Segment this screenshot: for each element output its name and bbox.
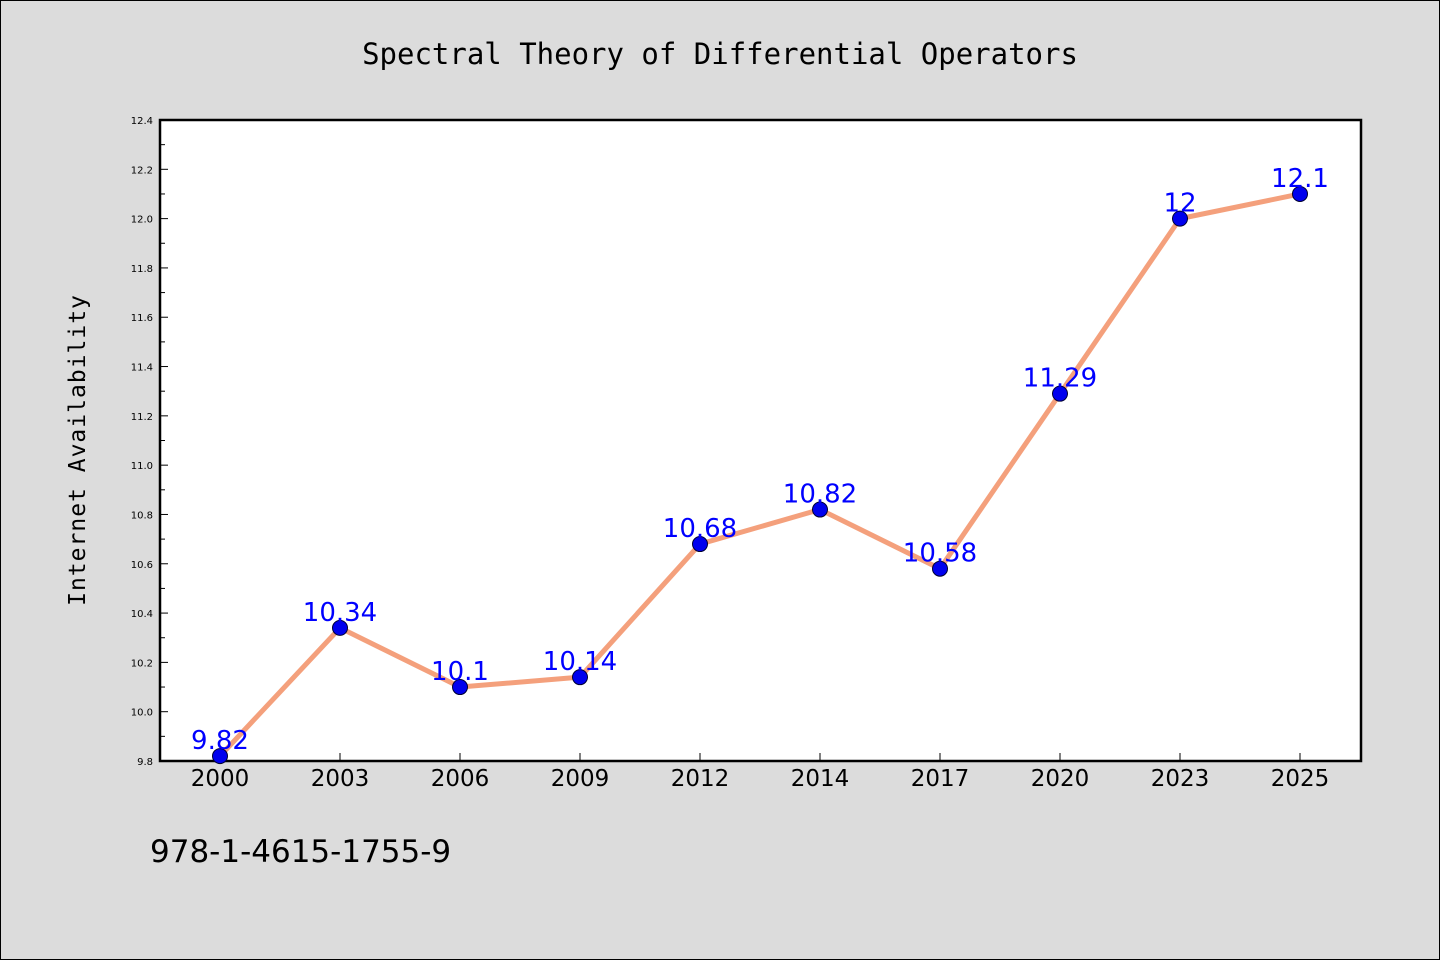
y-tick-label: 12.2 <box>131 165 153 176</box>
data-series: 9.82 10.34 10.1 10.14 10.68 10.82 10.58 11.29 12… <box>191 164 1329 765</box>
x-tick-label: 2025 <box>1271 766 1330 792</box>
data-point <box>1172 210 1188 227</box>
x-tick-label: 2017 <box>911 766 970 792</box>
x-tick-label: 2023 <box>1151 766 1210 792</box>
data-label: 12.1 <box>1271 164 1329 194</box>
x-tick-label: 2012 <box>671 766 730 792</box>
x-tick-label: 2003 <box>311 766 370 792</box>
x-tick-label: 2020 <box>1031 766 1090 792</box>
data-label: 10.58 <box>903 539 977 569</box>
y-tick-label: 10.0 <box>131 708 153 719</box>
y-axis: 9.8 10.0 10.2 10.4 10.6 10.8 11.0 11.2 11.4 11.6 1… <box>131 116 168 768</box>
data-point <box>812 501 828 518</box>
y-tick-label: 10.6 <box>131 560 153 571</box>
y-tick-label: 9.8 <box>137 757 153 768</box>
data-label: 12 <box>1163 189 1196 219</box>
data-point <box>212 748 228 765</box>
y-tick-label: 11.2 <box>131 412 153 423</box>
y-tick-label: 11.4 <box>131 363 153 374</box>
data-label: 9.82 <box>191 726 249 756</box>
y-tick-label: 12.4 <box>131 116 153 127</box>
data-point <box>932 560 948 577</box>
y-tick-label: 11.0 <box>131 461 153 472</box>
y-tick-label: 11.6 <box>131 313 153 324</box>
data-point <box>572 669 588 686</box>
data-point <box>1292 185 1308 202</box>
data-label: 10.68 <box>663 514 737 544</box>
data-label: 11.29 <box>1023 364 1097 394</box>
y-tick-label: 10.2 <box>131 658 153 669</box>
data-label: 10.14 <box>543 647 617 677</box>
x-tick-label: 2014 <box>791 766 850 792</box>
y-tick-label: 10.4 <box>131 609 153 620</box>
x-tick-label: 2000 <box>191 766 250 792</box>
series-line <box>217 191 1303 759</box>
data-label: 10.34 <box>303 598 377 628</box>
x-tick-label: 2009 <box>551 766 610 792</box>
plot-area <box>158 118 1363 763</box>
data-label: 10.1 <box>431 657 489 687</box>
y-axis-label: Internet Availability <box>65 294 91 606</box>
data-label: 10.82 <box>783 480 857 510</box>
y-tick-label: 11.8 <box>131 264 153 275</box>
x-axis: 2000 2003 2006 2009 2012 2014 2017 2020 2023 2025 <box>191 753 1330 792</box>
y-tick-label: 12.0 <box>131 215 153 226</box>
y-tick-label: 10.8 <box>131 510 153 521</box>
chart-title: Spectral Theory of Differential Operator… <box>362 37 1078 71</box>
x-tick-label: 2006 <box>431 766 490 792</box>
isbn-text: 978-1-4615-1755-9 <box>150 834 452 870</box>
data-point <box>452 679 468 696</box>
data-point <box>332 619 348 636</box>
data-point <box>1052 385 1068 402</box>
data-point <box>692 536 708 553</box>
